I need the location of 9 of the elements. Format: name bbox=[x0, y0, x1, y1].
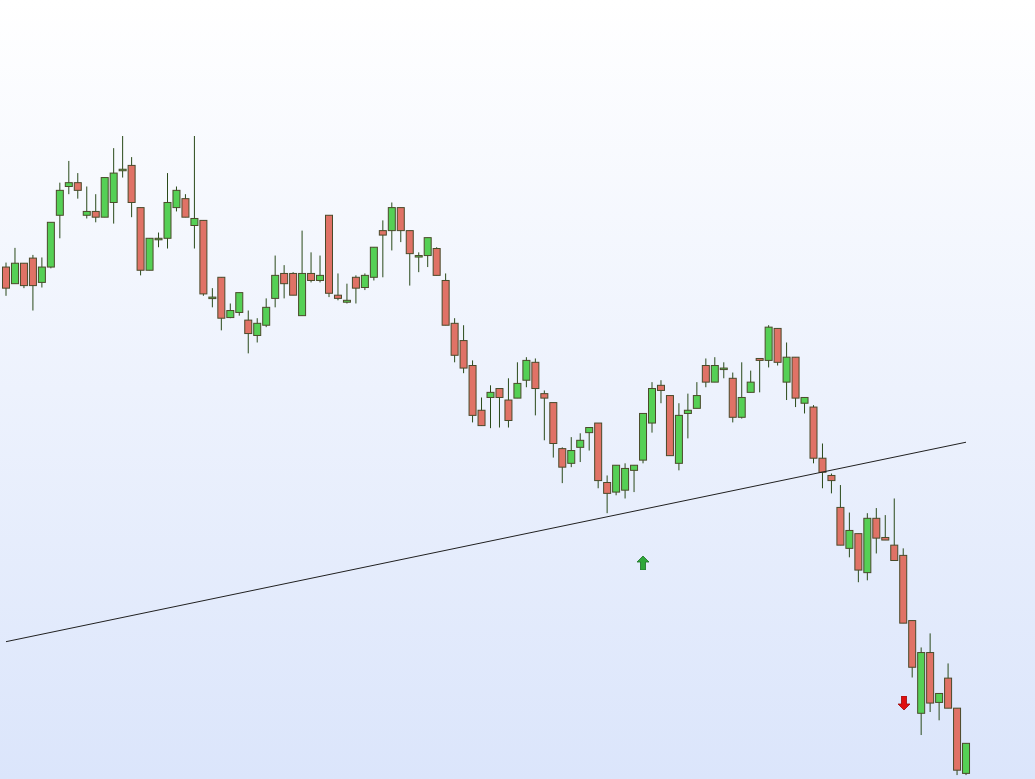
candlestick bbox=[827, 473, 836, 494]
candlestick bbox=[333, 272, 342, 301]
candlestick bbox=[692, 381, 701, 409]
candlestick bbox=[746, 370, 755, 393]
candlestick bbox=[683, 393, 692, 439]
candlestick bbox=[513, 361, 522, 399]
candlestick bbox=[576, 432, 585, 463]
candlestick bbox=[504, 377, 513, 429]
candlestick bbox=[540, 389, 549, 441]
